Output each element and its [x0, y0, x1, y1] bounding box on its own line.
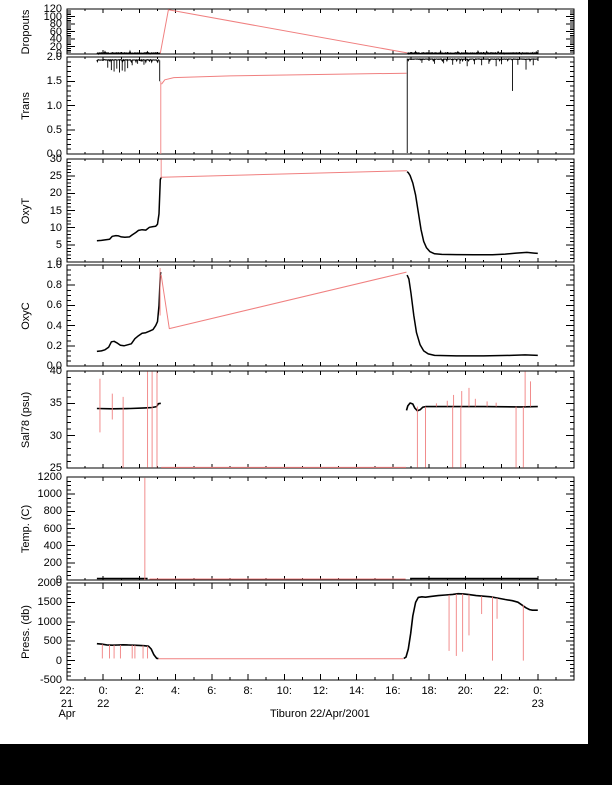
y-tick-label-oxyt: 15	[49, 204, 62, 217]
x-tick-label: 10:	[276, 685, 292, 697]
y-tick-label-oxyc: 1.0	[46, 259, 62, 271]
y-tick-label-dropouts: 60	[49, 25, 62, 38]
x-tick-label: 6:	[207, 685, 217, 697]
y-tick-label-dropouts: 0	[55, 48, 62, 60]
y-tick-label-dropouts: 80	[49, 18, 62, 30]
series-oxyt-ascent	[406, 171, 538, 256]
y-tick-label-oxyc: 0.6	[46, 299, 62, 312]
series-oxyt-interpolation	[161, 170, 408, 178]
y-tick-label-temp: 400	[43, 539, 62, 552]
y-tick-label-trans: 1.0	[46, 99, 62, 112]
y-axis-title-oxyt: OxyT	[20, 197, 32, 224]
x-day-label: 23	[531, 698, 544, 710]
y-tick-label-dropouts: 20	[49, 40, 62, 53]
y-tick-label-temp: 1000	[37, 488, 62, 501]
x-tick-label: 14:	[349, 685, 365, 697]
figure-caption: Tiburon 22/Apr/2001	[270, 708, 370, 720]
y-tick-label-press: 500	[43, 635, 62, 648]
y-axis-title-dropouts: Dropouts	[20, 9, 32, 54]
panel-frame-trans	[66, 56, 575, 155]
series-press-dive1	[96, 642, 159, 660]
y-tick-label-oxyt: 10	[49, 221, 62, 234]
y-tick-label-temp: 600	[43, 522, 62, 535]
series-oxyc-descent	[96, 271, 162, 353]
y-axis-title-temp: Temp. (C)	[20, 504, 32, 553]
y-tick-label-oxyc: 0.0	[46, 360, 62, 372]
y-axis-title-press: Press. (db)	[20, 604, 32, 659]
x-tick-label: 22:	[59, 685, 75, 697]
panel-frame-sal	[66, 370, 575, 469]
x-tick-label: 0:	[533, 685, 543, 697]
y-tick-label-press: 2000	[37, 577, 62, 589]
x-day-label: 22	[97, 698, 110, 710]
series-press-dive2	[403, 592, 538, 660]
x-tick-label: 22:	[493, 685, 510, 697]
series-sal-left	[96, 402, 161, 410]
panel-frame-dropouts	[66, 8, 575, 55]
y-tick-label-trans: 0.5	[46, 123, 62, 136]
y-tick-label-oxyt: 30	[49, 153, 62, 165]
y-tick-label-oxyt: 20	[49, 187, 62, 200]
panel-frame-temp	[66, 476, 575, 581]
y-tick-label-oxyt: 5	[55, 238, 62, 251]
panel-frame-oxyc	[66, 264, 575, 367]
y-axis-title-sal: Sal78 (psu)	[20, 391, 32, 448]
x-tick-label: 20:	[457, 685, 473, 697]
series-oxyt-descent	[96, 177, 162, 242]
y-tick-label-dropouts: 120	[43, 3, 62, 15]
y-tick-label-dropouts: 40	[49, 33, 62, 45]
y-tick-label-temp: 800	[43, 505, 62, 518]
y-tick-label-temp: 0	[55, 574, 62, 586]
y-tick-label-trans: 1.5	[46, 75, 62, 88]
y-axis-title-oxyc: OxyC	[20, 301, 32, 330]
series-sal-right	[405, 402, 538, 412]
x-tick-label: 8:	[243, 685, 253, 697]
y-tick-label-oxyc: 0.2	[46, 339, 62, 352]
x-tick-label: 16:	[385, 685, 401, 697]
y-tick-label-sal: 40	[49, 365, 62, 377]
y-axis-title-trans: Trans	[20, 91, 32, 120]
y-tick-label-trans: 0.0	[46, 148, 62, 160]
x-month-label: Apr	[58, 708, 76, 720]
x-tick-label: 4:	[171, 685, 181, 697]
y-tick-label-press: 0	[55, 654, 62, 667]
y-tick-label-trans: 2.0	[46, 51, 62, 63]
y-tick-label-temp: 200	[43, 556, 62, 569]
series-dropout-interpolation	[159, 9, 408, 54]
x-tick-label: 18:	[421, 685, 437, 697]
y-tick-label-oxyt: 0	[55, 256, 62, 268]
y-tick-label-press: 1000	[37, 615, 62, 628]
x-tick-label: 0:	[98, 685, 108, 697]
series-trans-interpolation	[161, 72, 407, 85]
y-tick-label-oxyc: 0.8	[46, 279, 62, 292]
x-tick-label: 12:	[312, 685, 329, 697]
y-tick-label-sal: 35	[49, 397, 62, 410]
y-tick-label-sal: 25	[49, 462, 62, 474]
series-noise-trans	[407, 58, 538, 63]
y-tick-label-sal: 30	[49, 429, 62, 442]
figure-canvas	[0, 0, 588, 744]
y-tick-label-press: 1500	[37, 596, 62, 609]
y-tick-label-press: -500	[39, 674, 62, 686]
y-tick-label-oxyt: 25	[49, 170, 62, 183]
series-noise-dropouts	[96, 49, 161, 56]
y-tick-label-dropouts: 100	[43, 10, 62, 23]
series-oxyc-interpolation	[160, 271, 407, 330]
y-tick-label-temp: 1200	[37, 471, 62, 483]
x-tick-label: 2:	[134, 685, 145, 697]
panel-frame-oxyt	[66, 158, 575, 263]
y-tick-label-oxyc: 0.4	[46, 319, 62, 332]
series-oxyc-ascent	[406, 274, 538, 357]
x-day-label: 21	[60, 698, 74, 710]
series-noise-dropouts	[407, 49, 538, 56]
